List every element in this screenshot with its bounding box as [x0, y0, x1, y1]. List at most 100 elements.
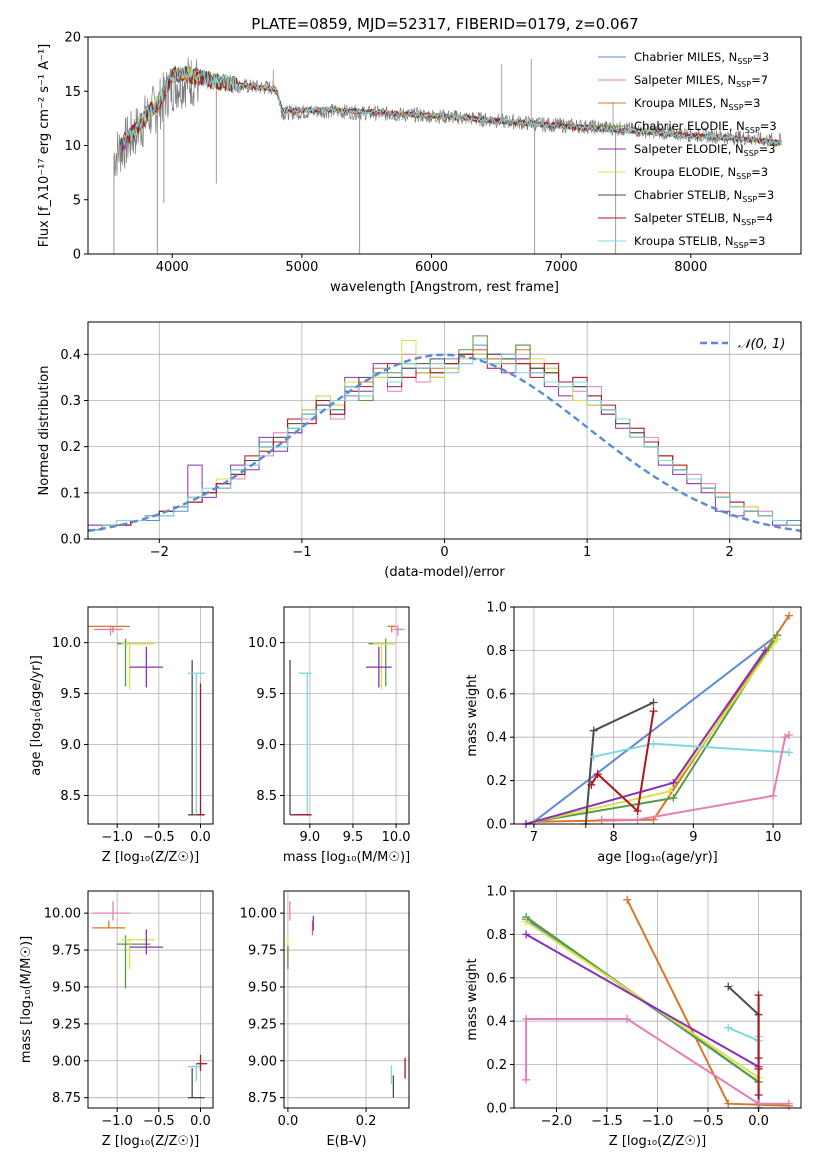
legend-label-part: =3	[759, 142, 776, 156]
x-tick-label: 0.0	[278, 1114, 299, 1129]
y-axis-label: mass weight	[465, 674, 480, 756]
x-tick-label: −2.0	[541, 1114, 573, 1129]
errorbar-kroupa-miles	[92, 920, 126, 929]
marks-spectrum	[113, 57, 783, 254]
x-axis-label: mass [log₁₀(M/M☉)]	[283, 850, 410, 865]
errorbar-kroupa-elodie	[121, 939, 155, 970]
weight-series-kroupa-stelib	[589, 739, 794, 761]
errorbar-chabrier-stelib	[188, 1068, 205, 1099]
x-tick-label: 9.0	[300, 830, 321, 845]
legend-label-sub: SSP	[734, 241, 749, 250]
y-tick-label: 9.50	[52, 980, 81, 995]
axes-decor-weight_vs_Z: −2.0 −1.5 −1.0 −0.5 0.0 0.0 0.2 0.4 0.6 0.8 1.0 Z […	[465, 885, 802, 1149]
y-tick-label: 0.0	[60, 533, 81, 548]
errorbar-salpeter-elodie	[365, 646, 392, 688]
y-axis-label: Flux [f_λ10⁻¹⁷ erg cm⁻² s⁻¹ A⁻¹]	[37, 44, 52, 248]
axes-decor-age_vs_mass: 9.0 9.5 10.0 8.5 9.0 9.5 10.0 mass [log₁₀(M/M☉)…	[248, 606, 411, 865]
weight-marker	[623, 895, 632, 904]
weight-marker	[669, 778, 678, 787]
marks-weight_vs_age	[521, 611, 794, 828]
x-tick-label: 5000	[285, 260, 318, 275]
axes-decor-age_vs_Z: −1.0 −0.5 0.0 8.5 9.0 9.5 10.0 Z [log₁₀(Z/Z☉)] a…	[29, 606, 214, 865]
x-tick-label: 2	[726, 545, 734, 560]
legend-label: Salpeter STELIB, NSSP=4	[634, 211, 773, 227]
x-axis-label: wavelength [Angstrom, rest frame]	[330, 280, 559, 295]
y-tick-label: 1.0	[486, 601, 507, 616]
axes-frame	[513, 606, 802, 825]
y-tick-label: 10.0	[248, 636, 277, 651]
y-tick-label: 0	[73, 248, 81, 263]
legend-label-part: Kroupa ELODIE, N	[634, 165, 736, 179]
legend-label: Kroupa MILES, NSSP=3	[634, 96, 760, 112]
x-tick-label: 10.0	[382, 830, 411, 845]
axes-frame	[283, 890, 410, 1109]
axes-frame	[87, 890, 214, 1109]
errorbar-salpeter-miles	[93, 625, 123, 636]
legend-label: Kroupa STELIB, NSSP=3	[634, 234, 765, 250]
legend-label-part: =3	[752, 50, 769, 64]
y-tick-label: 10.0	[52, 636, 81, 651]
y-tick-label: 10	[64, 139, 81, 154]
weight-marker	[649, 707, 658, 716]
x-tick-label: 9.5	[343, 830, 364, 845]
x-tick-label: −1.0	[642, 1114, 674, 1129]
y-axis-label: age [log₁₀(age/yr)]	[29, 655, 44, 776]
axes-frame	[283, 606, 410, 825]
weight-marker	[589, 752, 598, 761]
y-tick-label: 8.5	[256, 789, 277, 804]
x-tick-label: −1.0	[101, 1114, 133, 1129]
weight-marker	[633, 806, 642, 815]
legend-label-part: =3	[749, 234, 766, 248]
y-tick-label: 0.2	[486, 1058, 507, 1073]
weight-marker	[754, 1064, 763, 1073]
axes-mass_vs_ebv: 0.0 0.2 8.75 9.00 9.25 9.50 9.75 10.00 E(B-V)	[240, 890, 410, 1149]
errorbar-salpeter-miles	[92, 901, 130, 921]
legend-label: Chabrier MILES, NSSP=3	[634, 50, 769, 66]
legend-label-part: Kroupa MILES, N	[634, 96, 729, 110]
axes-decor-mass_vs_Z: −1.0 −0.5 0.0 8.75 9.00 9.25 9.50 9.75 10.00 Z [l…	[19, 890, 214, 1149]
x-axis-label: Z [log₁₀(Z/Z☉)]	[102, 850, 199, 865]
normal-curve	[87, 353, 802, 533]
y-tick-label: 0.4	[486, 1015, 507, 1030]
y-axis-label: Normed distribution	[37, 366, 52, 496]
x-tick-label: −1.0	[101, 830, 133, 845]
weight-marker	[754, 991, 763, 1000]
x-tick-label: −1.5	[591, 1114, 623, 1129]
axes-residuals: −2 −1 0 1 2 0.0 0.1 0.2 0.3 0.4 (data-model)/error…	[37, 321, 802, 580]
weight-marker	[623, 1015, 632, 1024]
x-tick-label: −2	[150, 545, 169, 560]
x-tick-label: 0.0	[748, 1114, 769, 1129]
errorbar-kroupa-miles	[387, 625, 397, 633]
weight-marker	[785, 731, 794, 740]
x-tick-label: 9	[689, 830, 697, 845]
weight-marker	[784, 1099, 793, 1108]
axes-spectrum: 4000 5000 6000 7000 8000 0 5 10 15 20 wavelength […	[37, 31, 802, 295]
x-tick-label: 7000	[545, 260, 578, 275]
y-tick-label: 8.75	[248, 1091, 277, 1106]
x-tick-label: 1	[583, 545, 591, 560]
x-tick-label: 0.0	[190, 1114, 211, 1129]
y-tick-label: 9.0	[256, 738, 277, 753]
x-tick-label: −0.5	[143, 1114, 175, 1129]
x-axis-label: (data-model)/error	[384, 565, 505, 580]
weight-marker	[649, 739, 658, 748]
axes-decor-spectrum: 4000 5000 6000 7000 8000 0 5 10 15 20 wavelength […	[37, 31, 802, 295]
legend-label: Salpeter ELODIE, NSSP=3	[634, 142, 776, 158]
errorbar-salpeter-stelib	[196, 683, 205, 816]
y-tick-label: 9.5	[60, 687, 81, 702]
legend-label-sub: SSP	[737, 57, 752, 66]
errorbar-kroupa-stelib	[188, 672, 205, 816]
axes-decor-mass_vs_ebv: 0.0 0.2 8.75 9.00 9.25 9.50 9.75 10.00 E(B-V)	[240, 890, 410, 1149]
legend-label: Chabrier STELIB, NSSP=3	[634, 188, 774, 204]
weight-marker	[649, 698, 658, 707]
axes-weight_vs_age: 7 8 9 10 0.0 0.2 0.4 0.6 0.8 1.0 age [log₁₀(age/yr…	[465, 601, 802, 865]
weight-marker	[769, 791, 778, 800]
weight-marker	[754, 1090, 763, 1099]
weight-marker	[633, 815, 642, 824]
plot-area-age_vs_mass	[284, 607, 409, 824]
errorbar-salpeter-stelib	[196, 1054, 208, 1072]
axes-mass_vs_Z: −1.0 −0.5 0.0 8.75 9.00 9.25 9.50 9.75 10.00 Z [l…	[19, 890, 214, 1149]
y-tick-label: 5	[73, 193, 81, 208]
weight-series-salpeter-stelib	[587, 707, 658, 815]
y-tick-label: 9.00	[52, 1054, 81, 1069]
